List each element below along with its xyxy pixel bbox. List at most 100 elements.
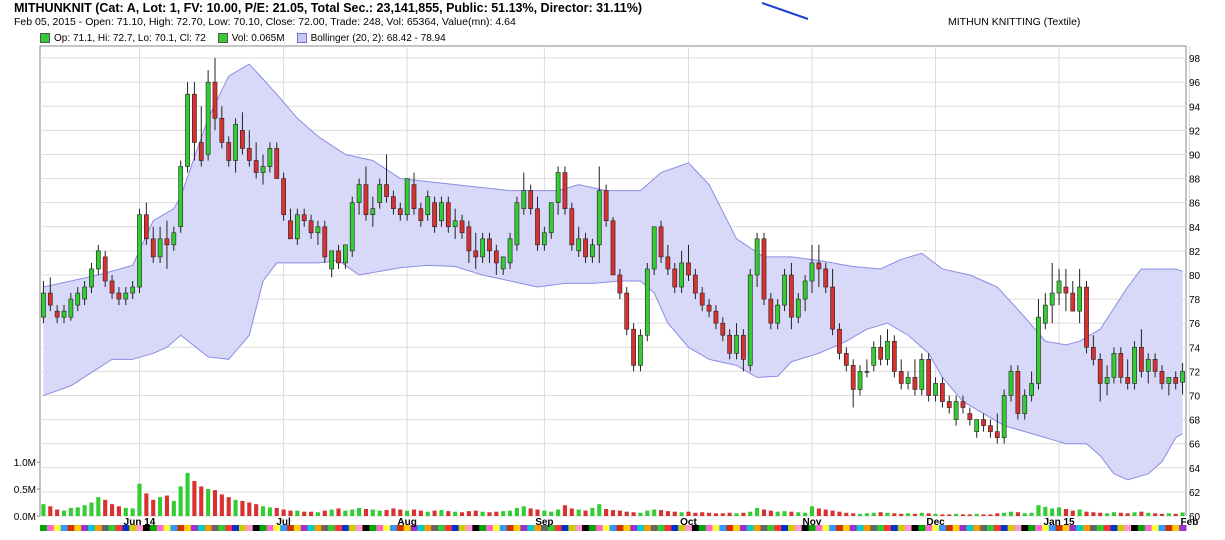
trend-marker-line (761, 2, 809, 20)
volume-bar (377, 510, 382, 516)
timeline-strip-segment (1083, 525, 1091, 531)
bollinger-upper-line (43, 63, 1183, 346)
timeline-strip-segment (877, 525, 885, 531)
volume-bar (226, 497, 231, 516)
volume-bar (315, 512, 320, 516)
timeline-strip-segment (81, 525, 89, 531)
candle-body (562, 172, 568, 209)
timeline-strip-segment (88, 525, 96, 531)
volume-bar (411, 509, 417, 516)
candle-body (171, 232, 177, 246)
timeline-strip-segment (101, 525, 110, 531)
volume-bar (912, 513, 917, 516)
candle-body (706, 304, 712, 312)
candle-body (871, 346, 877, 366)
candle-body (185, 93, 190, 167)
candle-body (1139, 346, 1144, 372)
candle-body (686, 262, 691, 276)
timeline-strip-segment (733, 525, 741, 531)
chart-subtitle: Feb 05, 2015 - Open: 71.10, High: 72.70,… (14, 16, 516, 28)
timeline-strip-segment (197, 525, 206, 531)
volume-bar (700, 512, 705, 516)
timeline-strip-segment (218, 525, 226, 531)
candle-body (1063, 286, 1069, 294)
timeline-strip-segment (890, 525, 899, 531)
volume-bar (583, 510, 588, 516)
volume-bar (960, 514, 966, 516)
candle-body (830, 286, 835, 330)
candle-body (226, 142, 232, 161)
volume-bar (597, 504, 602, 516)
timeline-strip-segment (938, 525, 947, 531)
candle-body (974, 419, 980, 432)
volume-bar (75, 507, 80, 516)
timeline-strip-segment (383, 525, 391, 531)
volume-bar (446, 511, 451, 516)
candle-body (1173, 377, 1179, 384)
candle-body (754, 238, 760, 276)
volume-bar (1063, 509, 1068, 516)
timeline-strip-segment (630, 525, 638, 531)
volume-bar (96, 497, 101, 516)
candle-body (1104, 377, 1110, 384)
timeline-strip-segment (1179, 525, 1187, 531)
volume-bar (343, 510, 348, 516)
timeline-strip-segment (74, 525, 82, 531)
timeline-strip-segment (417, 525, 425, 531)
candle-body (322, 226, 328, 258)
candle-body (644, 268, 650, 336)
candle-body (75, 292, 81, 306)
timeline-strip-segment (1021, 525, 1029, 531)
timeline-strip-segment (211, 525, 219, 531)
price-tick-label: 72 (1189, 367, 1201, 378)
timeline-strip-segment (712, 525, 720, 531)
volume-bar (549, 511, 554, 516)
candle-body (665, 256, 671, 270)
timeline-strip-segment (650, 525, 659, 531)
volume-bar (281, 509, 286, 516)
volume-bar (1146, 512, 1151, 516)
volume-bar (357, 507, 362, 516)
price-tick-label: 68 (1189, 416, 1201, 427)
volume-bar (501, 511, 506, 516)
timeline-strip-segment (245, 525, 254, 531)
timeline-strip-segment (918, 525, 926, 531)
volume-bar (514, 507, 519, 516)
volume-bar (487, 512, 492, 516)
volume-bar (631, 512, 636, 516)
candle-body (432, 202, 437, 228)
volume-bar (789, 511, 794, 516)
volume-bar (720, 513, 725, 516)
volume-bar (851, 513, 856, 516)
candle-body (857, 371, 863, 390)
candle-body (617, 274, 623, 294)
volume-bar (562, 505, 568, 516)
timeline-strip-segment (637, 525, 645, 531)
volume-bar (940, 514, 945, 516)
volume-bar (384, 510, 389, 516)
timeline-strip-segment (438, 525, 446, 531)
candle-body (1152, 359, 1158, 372)
candle-body (480, 238, 485, 258)
timeline-strip-segment (184, 525, 192, 531)
candle-body (391, 196, 396, 209)
timeline-strip-segment (136, 525, 144, 531)
candle-body (507, 238, 513, 264)
volume-bar (391, 508, 396, 516)
month-label: Dec (926, 517, 945, 528)
timeline-strip-segment (822, 525, 830, 531)
timeline-strip-segment (884, 525, 892, 531)
timeline-strip-segment (794, 525, 803, 531)
candle-body (658, 226, 664, 258)
timeline-strip-segment (520, 525, 528, 531)
timeline-strip-segment (486, 525, 494, 531)
candle-body (1036, 316, 1041, 384)
candle-body (82, 286, 87, 300)
candle-body (1084, 286, 1089, 348)
timeline-strip-segment (232, 525, 240, 531)
volume-bar (665, 511, 670, 516)
volume-bar (171, 500, 176, 516)
timeline-strip-segment (911, 525, 919, 531)
candle-body (720, 322, 726, 336)
